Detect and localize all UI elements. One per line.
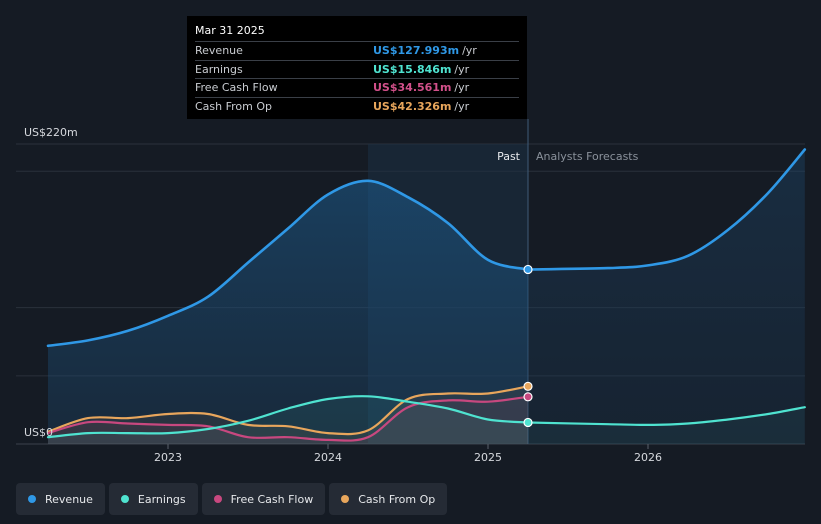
- series-lines: [46, 148, 807, 442]
- free-cash-flow-marker: [523, 392, 533, 402]
- legend-item-free-cash-flow[interactable]: Free Cash Flow: [201, 483, 326, 515]
- revenue-line: [46, 179, 530, 348]
- tooltip-row-unit: /yr: [462, 44, 477, 57]
- forecast-label: Analysts Forecasts: [536, 150, 639, 163]
- legend-dot-icon: [28, 495, 36, 503]
- x-tick-label: 2024: [314, 451, 342, 464]
- legend-item-revenue[interactable]: Revenue: [16, 483, 105, 515]
- tooltip-row-label: Free Cash Flow: [195, 81, 278, 94]
- tooltip-row-unit: /yr: [454, 62, 470, 76]
- earnings-forecast-line: [526, 406, 806, 427]
- tooltip-row-unit: /yr: [454, 99, 470, 113]
- revenue-area-past: [48, 180, 528, 444]
- x-tick-label: 2025: [474, 451, 502, 464]
- tooltip-row: Earnings US$15.846m/yr: [195, 59, 519, 79]
- legend-label: Revenue: [45, 492, 93, 506]
- tooltip-row: Revenue US$127.993m/yr: [195, 41, 519, 60]
- legend-dot-icon: [213, 495, 222, 503]
- y-axis-min-label: US$0: [24, 426, 53, 439]
- legend-label: Free Cash Flow: [230, 492, 314, 506]
- tooltip-row-value: US$34.561m: [373, 81, 452, 94]
- tooltip-row-unit: /yr: [454, 81, 470, 94]
- chart-legend: Revenue Earnings Free Cash Flow Cash From O…: [16, 483, 448, 515]
- series-markers: [523, 264, 533, 428]
- x-tick-label: 2023: [154, 451, 182, 464]
- revenue-forecast-line: [526, 148, 807, 271]
- legend-item-cash-from-op[interactable]: Cash From Op: [329, 483, 448, 515]
- cash-from-op-line: [46, 385, 530, 436]
- legend-dot-icon: [120, 495, 129, 503]
- x-tick-label: 2026: [634, 451, 662, 464]
- tooltip-row-value: US$127.993m: [373, 44, 460, 57]
- free-cash-flow-line: [46, 395, 530, 442]
- revenue-marker: [523, 264, 533, 275]
- tooltip-row-label: Revenue: [195, 44, 243, 57]
- legend-item-earnings[interactable]: Earnings: [108, 483, 198, 515]
- tooltip-row-value: US$15.846m: [373, 62, 452, 76]
- tooltip-row-label: Cash From Op: [195, 99, 273, 113]
- legend-dot-icon: [341, 495, 350, 503]
- past-label: Past: [497, 150, 521, 163]
- earnings-line: [46, 395, 530, 439]
- tooltip-date: Mar 31 2025: [195, 24, 265, 37]
- tooltip-row: Free Cash Flow US$34.561m/yr: [195, 78, 519, 97]
- revenue-area-forecast: [528, 149, 805, 444]
- tooltip-row: Cash From Op US$42.326m/yr: [195, 96, 519, 116]
- tooltip-row-label: Earnings: [195, 62, 243, 76]
- earnings-marker: [523, 417, 533, 428]
- tooltip-row-value: US$42.326m: [373, 99, 452, 113]
- axis-labels: US$220m US$0 2023 2024 2025 2026 Past Analysts …: [24, 126, 662, 464]
- legend-label: Earnings: [137, 492, 186, 506]
- data-tooltip: Mar 31 2025 Revenue US$127.993m/yr Earning…: [187, 16, 527, 119]
- y-axis-max-label: US$220m: [24, 126, 78, 139]
- legend-label: Cash From Op: [358, 492, 436, 506]
- cash-from-op-marker: [523, 381, 533, 391]
